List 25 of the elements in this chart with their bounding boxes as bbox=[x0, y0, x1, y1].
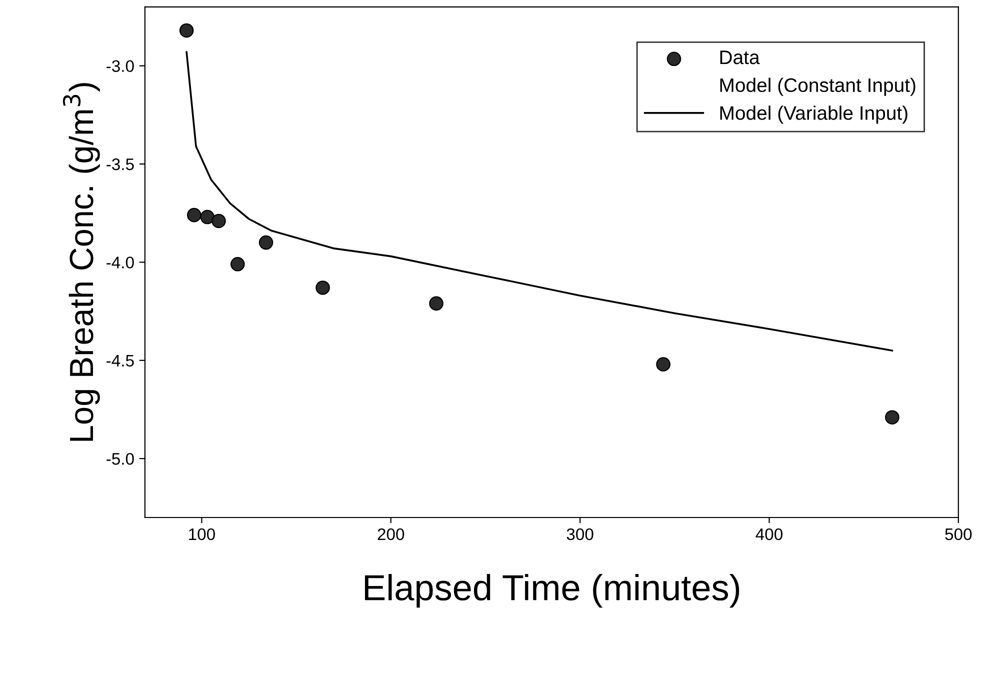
y-tick-label: -4.5 bbox=[106, 354, 134, 367]
y-tick-label: -3.5 bbox=[106, 158, 134, 170]
point bbox=[212, 214, 226, 228]
point bbox=[656, 357, 670, 372]
x-tick-label: 400 bbox=[756, 528, 782, 540]
point bbox=[200, 210, 215, 224]
point bbox=[885, 410, 900, 424]
point bbox=[316, 280, 330, 295]
point bbox=[230, 257, 245, 272]
x-tick-label: 100 bbox=[189, 528, 215, 540]
legend-label: Data bbox=[720, 50, 760, 64]
legend-label: Model (Variable Input) bbox=[720, 106, 908, 124]
x-tick-label: 500 bbox=[945, 528, 972, 540]
point bbox=[258, 235, 274, 250]
y-tick-label: -5.0 bbox=[106, 452, 134, 465]
point bbox=[186, 208, 202, 222]
y-axis-title: Log Breath Conc. (g/m$^{3}$) bbox=[62, 83, 100, 441]
point bbox=[179, 23, 194, 38]
y-tick-label: -3.0 bbox=[106, 60, 134, 72]
x-tick-label: 200 bbox=[378, 528, 404, 540]
legend-label: Model (Constant Input) bbox=[720, 78, 916, 96]
x-tick-label: 300 bbox=[566, 528, 594, 540]
point bbox=[429, 296, 444, 311]
x-axis-title: Elapsed Time (minutes) bbox=[364, 574, 740, 608]
y-tick-label: -4.0 bbox=[106, 256, 134, 268]
